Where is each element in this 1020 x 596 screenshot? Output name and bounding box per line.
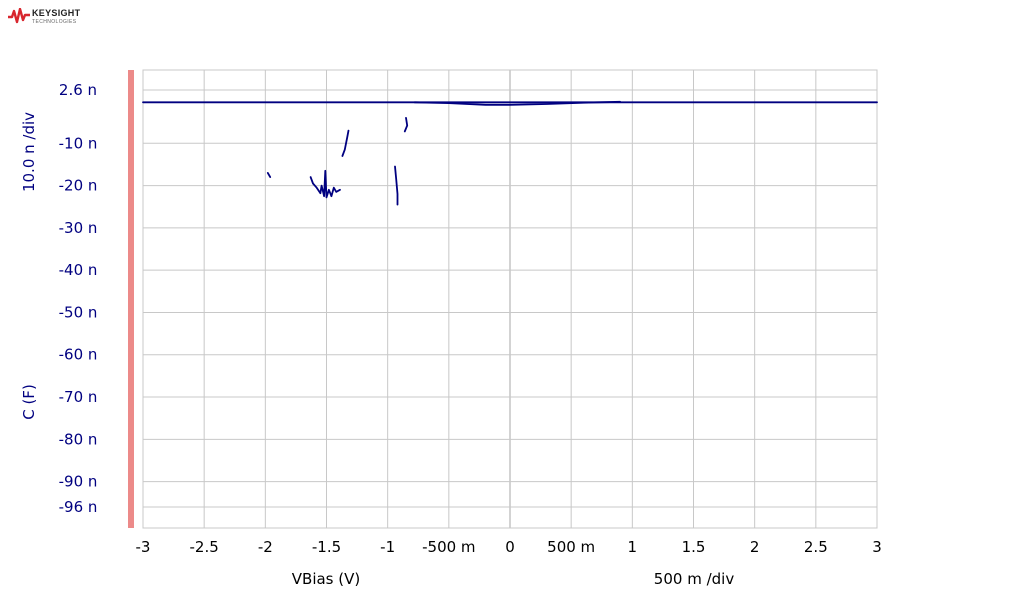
- y-tick-label: -30 n: [59, 219, 98, 237]
- y-tick-label: -60 n: [59, 346, 98, 364]
- y-tick-label: 2.6 n: [59, 81, 97, 99]
- data-series-segment: [341, 129, 350, 157]
- x-tick-label: 0: [505, 538, 515, 556]
- keysight-wave-icon: [8, 8, 30, 24]
- marker-bar: [128, 70, 134, 528]
- y-tick-label: -20 n: [59, 177, 98, 195]
- y-tick-label: -10 n: [59, 134, 98, 152]
- x-scale-label: 500 m /div: [654, 570, 735, 588]
- keysight-logo: KEYSIGHT TECHNOLOGIES: [8, 6, 98, 28]
- x-tick-label: 1.5: [682, 538, 706, 556]
- x-tick-label: -500 m: [422, 538, 475, 556]
- y-tick-label: -40 n: [59, 261, 98, 279]
- y-axis-label: C (F): [20, 384, 38, 420]
- y-tick-label: -96 n: [59, 498, 98, 516]
- brand-subtitle: TECHNOLOGIES: [32, 19, 77, 25]
- data-series-segment: [309, 169, 341, 199]
- x-tick-label: 3: [872, 538, 882, 556]
- x-tick-label: 2.5: [804, 538, 828, 556]
- x-tick-label: -2.5: [190, 538, 219, 556]
- data-series-segment: [266, 171, 272, 179]
- y-tick-label: -90 n: [59, 473, 98, 491]
- y-scale-label: 10.0 n /div: [20, 112, 38, 192]
- x-tick-label: -1.5: [312, 538, 341, 556]
- x-tick-label: 2: [750, 538, 760, 556]
- data-series-segment: [394, 165, 399, 206]
- x-tick-label: -1: [380, 538, 395, 556]
- x-axis-label: VBias (V): [292, 570, 360, 588]
- x-tick-label: 500 m: [547, 538, 595, 556]
- x-tick-label: -2: [258, 538, 273, 556]
- x-tick-label: 1: [628, 538, 638, 556]
- y-tick-label: -70 n: [59, 388, 98, 406]
- data-series-segment: [413, 100, 621, 106]
- brand-name: KEYSIGHT: [32, 8, 81, 18]
- data-series-segment: [403, 117, 409, 133]
- y-tick-label: -80 n: [59, 430, 98, 448]
- x-tick-label: -3: [136, 538, 151, 556]
- y-tick-label: -50 n: [59, 303, 98, 321]
